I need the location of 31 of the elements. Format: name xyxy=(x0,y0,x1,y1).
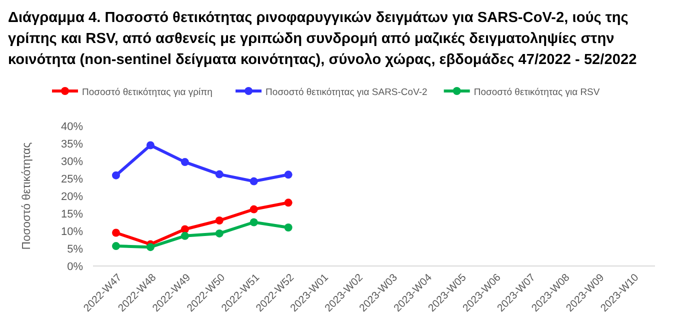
y-tick-label: 25% xyxy=(60,174,84,186)
point xyxy=(284,224,292,232)
legend-label: Ποσοστό θετικότητας για RSV xyxy=(474,87,600,98)
legend-label: Ποσοστό θετικότητας για γρίπη xyxy=(82,87,212,98)
y-tick-label: 5% xyxy=(67,244,84,256)
point xyxy=(180,232,189,240)
chart-title: Διάγραμμα 4. Ποσοστό θετικότητας ρινοφαρυγγικών δειγμάτων για SARS-CoV-2, ιούς της γρίπης και RSV, από ασθενείς με γριπώδη συνδρομή από μαζικές δειγματοληψίες στην κοινότητα (non-sentinel δείγματα κοινότητας), σύνολο χώρας, εβδομάδες 47/2022 - 52/2022 xyxy=(8,9,638,70)
point xyxy=(112,242,120,250)
point xyxy=(215,170,224,178)
point xyxy=(250,205,258,214)
point xyxy=(250,177,258,186)
y-tick-label: 20% xyxy=(60,191,84,203)
point xyxy=(112,228,120,237)
point xyxy=(215,229,224,238)
point xyxy=(112,171,120,180)
point xyxy=(215,216,224,224)
point xyxy=(146,141,154,150)
y-tick-label: 15% xyxy=(60,208,84,220)
y-tick-label: 0% xyxy=(67,261,84,273)
y-axis-title: Ποσοστό θετικότητας xyxy=(21,142,33,250)
y-tick-label: 40% xyxy=(60,121,84,133)
point xyxy=(180,225,189,234)
y-tick-label: 35% xyxy=(60,138,84,150)
point xyxy=(284,198,292,207)
point xyxy=(180,158,189,166)
legend-label: Ποσοστό θετικότητας για SARS-CoV-2 xyxy=(266,87,428,98)
point xyxy=(284,170,292,179)
point xyxy=(250,218,258,226)
point xyxy=(146,243,154,252)
y-tick-label: 30% xyxy=(60,156,84,168)
y-tick-label: 10% xyxy=(60,226,84,238)
